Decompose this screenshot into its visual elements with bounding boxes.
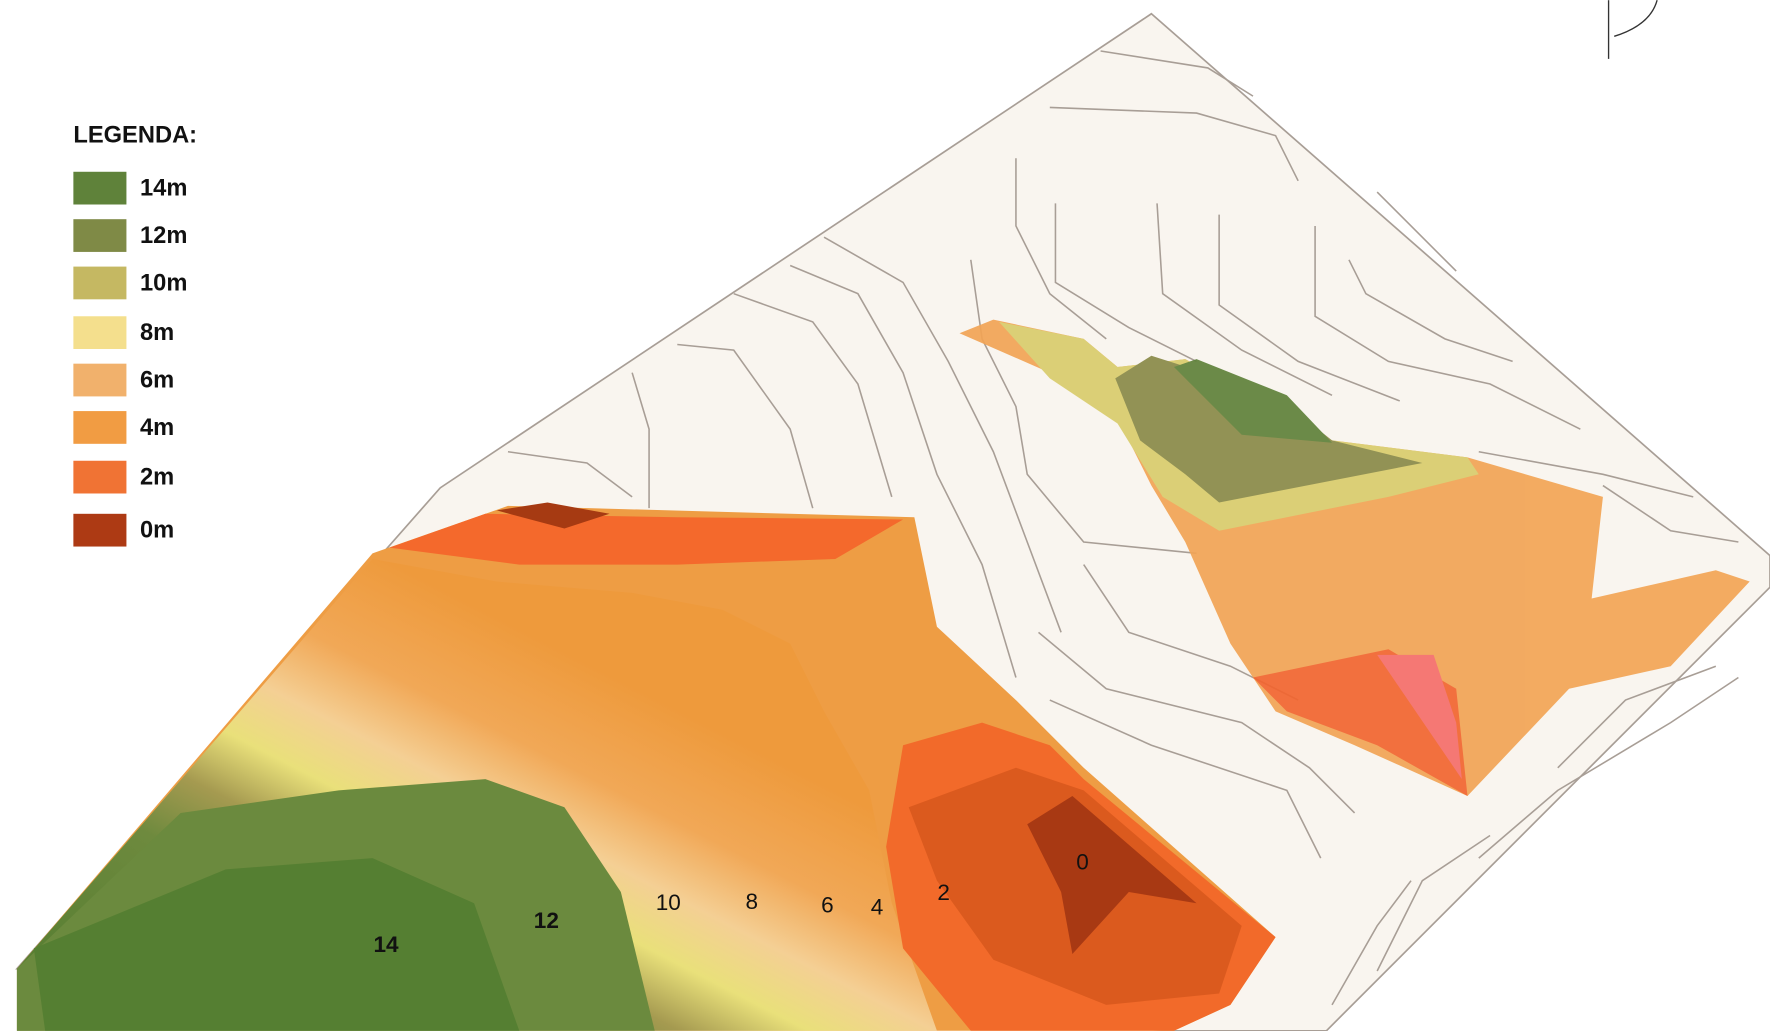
legend-swatch [73, 460, 127, 494]
contour-lines [507, 50, 1739, 1006]
contour-label: 0 [1076, 849, 1089, 874]
contour-label: 6 [821, 892, 834, 917]
legend-swatch [73, 171, 127, 205]
legend-label: 12m [140, 223, 187, 249]
contour-label: 10 [656, 890, 681, 915]
legend-swatch [73, 266, 127, 300]
legend-swatch [73, 513, 127, 547]
contour-label: 2 [937, 880, 950, 905]
terrain-0m [1027, 796, 1197, 955]
contour-label: 14 [374, 932, 400, 957]
legend-swatch [73, 363, 127, 397]
terrain-14m [33, 858, 520, 1031]
legend-label: 14m [140, 175, 187, 201]
legend-label: 2m [140, 464, 174, 490]
legend-swatch [73, 411, 127, 444]
legend-label: 8m [140, 320, 174, 346]
legend-swatch [73, 219, 127, 252]
legend-title: LEGENDA: [73, 122, 197, 148]
north-mark-curve [1614, 0, 1658, 37]
legend: LEGENDA: 14m 12m 10m 8m 6m 4m 2m 0m [73, 122, 197, 547]
terrain-0m-top [496, 502, 610, 529]
legend-label: 10m [140, 270, 187, 296]
terrain-2m-top [389, 513, 904, 565]
left-terrain [16, 502, 1276, 1031]
terrain-r-14m [1173, 359, 1333, 443]
contour-label: 8 [746, 889, 759, 914]
contour-label: 12 [534, 908, 559, 933]
legend-swatch [73, 316, 127, 349]
right-terrain [959, 319, 1750, 797]
legend-label: 0m [140, 518, 174, 544]
legend-label: 6m [140, 367, 174, 393]
contour-label: 4 [871, 895, 884, 920]
legend-label: 4m [140, 415, 174, 441]
